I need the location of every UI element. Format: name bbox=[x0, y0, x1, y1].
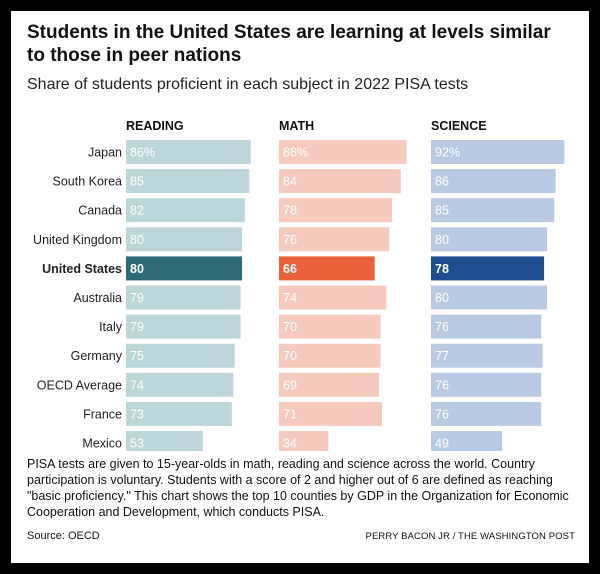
bar-science bbox=[431, 140, 565, 164]
bar-value-label: 73 bbox=[130, 407, 144, 421]
category-label: France bbox=[83, 407, 122, 421]
bar-reading bbox=[126, 198, 245, 223]
bar-value-label: 70 bbox=[283, 320, 297, 334]
bar-value-label: 79 bbox=[130, 320, 144, 334]
bar-value-label: 78 bbox=[283, 204, 297, 218]
bar-reading bbox=[126, 140, 251, 164]
bar-value-label: 85 bbox=[130, 175, 144, 189]
bar-science bbox=[431, 256, 545, 281]
category-label: Mexico bbox=[82, 437, 122, 451]
category-label: South Korea bbox=[53, 175, 123, 189]
bar-value-label: 80 bbox=[130, 262, 144, 276]
bar-science bbox=[431, 401, 542, 426]
bar-value-label: 76 bbox=[435, 378, 449, 392]
bar-reading bbox=[126, 169, 250, 194]
bar-science bbox=[431, 285, 547, 310]
bar-science bbox=[431, 343, 543, 368]
bar-math bbox=[279, 401, 382, 426]
bar-value-label: 80 bbox=[130, 233, 144, 247]
bar-value-label: 49 bbox=[435, 437, 449, 451]
bar-value-label: 86% bbox=[130, 146, 155, 160]
bar-reading bbox=[126, 227, 242, 252]
chart-subtitle: Share of students proficient in each sub… bbox=[27, 76, 469, 93]
bar-value-label: 76 bbox=[435, 407, 449, 421]
bar-value-label: 86 bbox=[435, 175, 449, 189]
bar-science bbox=[431, 372, 542, 397]
bar-value-label: 80 bbox=[435, 291, 449, 305]
bar-reading bbox=[126, 256, 242, 281]
category-label: Canada bbox=[78, 204, 122, 218]
bar-value-label: 77 bbox=[435, 349, 449, 363]
bar-science bbox=[431, 314, 542, 339]
bar-math bbox=[279, 372, 380, 397]
bar-value-label: 82 bbox=[130, 204, 144, 218]
bar-math bbox=[279, 256, 375, 281]
series-header-science: SCIENCE bbox=[431, 119, 487, 133]
bar-value-label: 76 bbox=[283, 233, 297, 247]
bar-value-label: 79 bbox=[130, 291, 144, 305]
bar-math bbox=[279, 431, 329, 451]
bar-value-label: 88% bbox=[283, 146, 308, 160]
bar-reading bbox=[126, 285, 241, 310]
bar-reading bbox=[126, 314, 241, 339]
chart-footnote: PISA tests are given to 15-year-olds in … bbox=[27, 457, 569, 519]
bar-value-label: 74 bbox=[283, 291, 297, 305]
bar-value-label: 75 bbox=[130, 349, 144, 363]
bar-value-label: 80 bbox=[435, 233, 449, 247]
category-label: United Kingdom bbox=[33, 233, 122, 247]
bar-math bbox=[279, 285, 387, 310]
series-header-reading: READING bbox=[126, 119, 184, 133]
category-label: United States bbox=[42, 262, 122, 276]
bar-math bbox=[279, 169, 401, 194]
bar-value-label: 74 bbox=[130, 378, 144, 392]
bar-value-label: 66 bbox=[283, 262, 297, 276]
category-label: Germany bbox=[71, 349, 123, 363]
bar-science bbox=[431, 431, 503, 451]
bar-math bbox=[279, 314, 381, 339]
bar-value-label: 71 bbox=[283, 407, 297, 421]
bar-reading bbox=[126, 372, 234, 397]
category-label: Italy bbox=[99, 320, 123, 334]
bar-science bbox=[431, 198, 555, 223]
bar-value-label: 76 bbox=[435, 320, 449, 334]
bar-science bbox=[431, 169, 556, 194]
credit-label: PERRY BACON JR / THE WASHINGTON POST bbox=[365, 531, 575, 542]
source-label: Source: OECD bbox=[27, 530, 100, 542]
bar-math bbox=[279, 198, 393, 223]
chart-card: Students in the United States are learni… bbox=[11, 11, 589, 563]
bar-reading bbox=[126, 431, 203, 451]
bar-value-label: 84 bbox=[283, 175, 297, 189]
bar-science bbox=[431, 227, 547, 252]
bar-value-label: 92% bbox=[435, 146, 460, 160]
bar-math bbox=[279, 343, 381, 368]
bar-value-label: 53 bbox=[130, 437, 144, 451]
bar-value-label: 78 bbox=[435, 262, 449, 276]
category-label: Australia bbox=[73, 291, 122, 305]
bar-value-label: 69 bbox=[283, 378, 297, 392]
bar-value-label: 85 bbox=[435, 204, 449, 218]
bar-math bbox=[279, 140, 407, 164]
chart-title: Students in the United States are learni… bbox=[27, 22, 551, 66]
category-label: Japan bbox=[88, 146, 122, 160]
bar-math bbox=[279, 227, 390, 252]
bar-value-label: 70 bbox=[283, 349, 297, 363]
category-label: OECD Average bbox=[37, 378, 122, 392]
bar-value-label: 34 bbox=[283, 437, 297, 451]
series-header-math: MATH bbox=[279, 119, 314, 133]
grouped-bar-chart: READING MATH SCIENCE Japan South Korea Canada… bbox=[33, 119, 565, 451]
bar-reading bbox=[126, 401, 232, 426]
bar-reading bbox=[126, 343, 235, 368]
